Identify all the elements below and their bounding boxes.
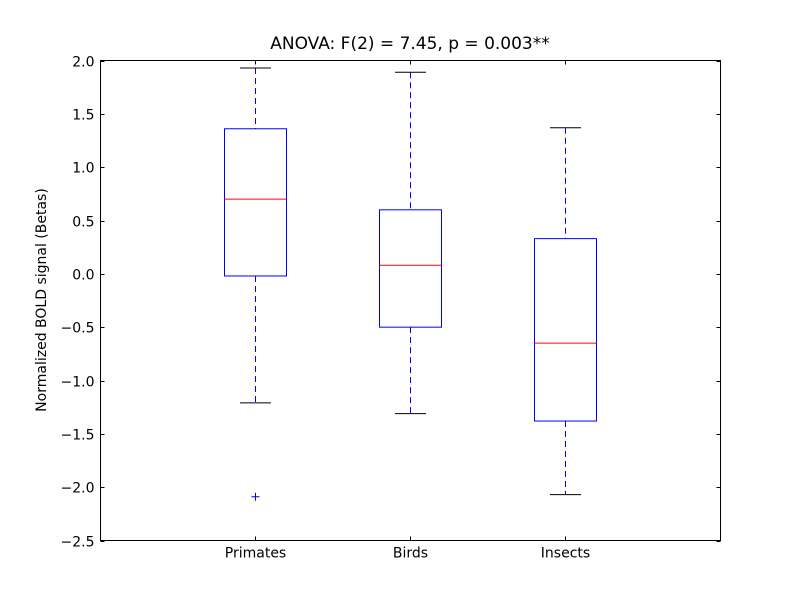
box-birds <box>379 209 442 328</box>
y-tick-label: 0.5 <box>72 215 94 231</box>
box-primates <box>224 128 287 277</box>
y-axis-label: Normalized BOLD signal (Betas) <box>34 188 50 412</box>
y-tick-label: −2.0 <box>61 481 95 497</box>
y-tick-label: −2.5 <box>61 535 95 551</box>
y-tick-label: 0.0 <box>72 268 94 284</box>
y-tick-label: −1.0 <box>61 375 95 391</box>
outlier-point <box>251 492 260 501</box>
y-tick-label: −1.5 <box>61 428 95 444</box>
box-insects <box>534 238 597 422</box>
chart-title: ANOVA: F(2) = 7.45, p = 0.003** <box>270 34 550 54</box>
y-tick-label: 2.0 <box>72 55 94 71</box>
plot-frame <box>100 60 721 541</box>
x-tick-label: Birds <box>393 546 428 562</box>
y-tick-label: 1.0 <box>72 161 94 177</box>
y-tick-label: 1.5 <box>72 108 94 124</box>
y-tick-label: −0.5 <box>61 321 95 337</box>
x-tick-label: Insects <box>541 546 590 562</box>
x-tick-label: Primates <box>225 546 286 562</box>
